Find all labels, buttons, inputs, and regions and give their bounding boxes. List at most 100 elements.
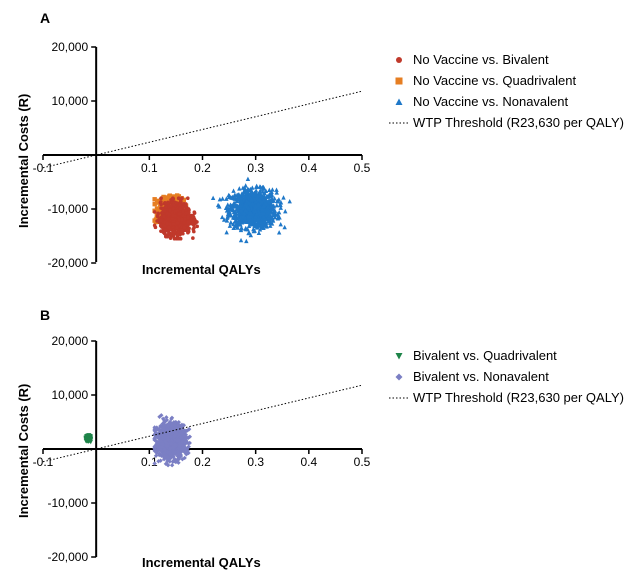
panel-a-point-no-vaccine-vs-quadrivalent (153, 217, 159, 222)
panel-a-point-no-vaccine-vs-nonavalent (253, 213, 258, 219)
panel-a-point-no-vaccine-vs-nonavalent (265, 219, 271, 224)
panel-b-point-bivalent-vs-nonavalent (180, 439, 185, 444)
panel-b-point-bivalent-vs-nonavalent (180, 424, 185, 429)
panel-a-point-no-vaccine-vs-bivalent (153, 225, 158, 230)
panel-a-point-no-vaccine-vs-nonavalent (249, 197, 254, 202)
panel-a-point-no-vaccine-vs-nonavalent (263, 200, 269, 206)
panel-a-point-no-vaccine-vs-bivalent (162, 214, 166, 219)
panel-a-point-no-vaccine-vs-nonavalent (246, 200, 251, 205)
panel-a-point-no-vaccine-vs-nonavalent (259, 193, 264, 198)
panel-b-point-bivalent-vs-nonavalent (162, 430, 168, 435)
panel-a-point-no-vaccine-vs-nonavalent (274, 190, 279, 195)
panel-a-point-no-vaccine-vs-nonavalent (267, 187, 272, 192)
panel-b-xtick-label: 0.2 (194, 455, 211, 469)
panel-a-point-no-vaccine-vs-nonavalent (256, 201, 261, 207)
panel-b-xlabel: Incremental QALYs (142, 555, 261, 570)
panel-b-point-bivalent-vs-nonavalent (182, 433, 187, 438)
panel-a-xlabel: Incremental QALYs (142, 262, 261, 277)
panel-a-point-no-vaccine-vs-nonavalent (270, 218, 275, 223)
panel-a-legend-marker-dotted-line (385, 118, 413, 128)
panel-b-letter: B (40, 307, 51, 323)
panel-a-point-no-vaccine-vs-nonavalent (254, 222, 260, 227)
panel-b-point-bivalent-vs-nonavalent (167, 459, 172, 464)
panel-b-point-bivalent-vs-nonavalent (169, 415, 175, 420)
panel-a-point-no-vaccine-vs-nonavalent (238, 217, 244, 222)
panel-a-point-no-vaccine-vs-nonavalent (268, 207, 273, 212)
panel-b-point-bivalent-vs-nonavalent (176, 460, 181, 465)
panel-b-point-bivalent-vs-nonavalent (180, 447, 186, 452)
panel-a-point-no-vaccine-vs-bivalent (174, 201, 179, 205)
panel-a-ytick-label: 10,000 (51, 94, 88, 108)
panel-b-point-bivalent-vs-nonavalent (152, 461, 157, 466)
panel-b-xtick-label: 0.1 (141, 455, 158, 469)
panel-a-point-no-vaccine-vs-bivalent (155, 219, 159, 223)
panel-a-point-no-vaccine-vs-nonavalent (228, 213, 234, 218)
panel-a-legend: No Vaccine vs. Bivalent No Vaccine vs. Qu… (385, 49, 624, 133)
panel-a-point-no-vaccine-vs-bivalent (168, 204, 173, 208)
panel-a-legend-label: No Vaccine vs. Bivalent (413, 52, 549, 67)
panel-a-point-no-vaccine-vs-nonavalent (273, 212, 278, 217)
panel-b-xtick-label: 0.3 (247, 455, 264, 469)
panel-b-point-bivalent-vs-nonavalent (165, 435, 171, 441)
panel-a-point-no-vaccine-vs-nonavalent (237, 211, 242, 216)
panel-b-point-bivalent-vs-nonavalent (162, 447, 167, 452)
panel-a-point-no-vaccine-vs-nonavalent (246, 205, 251, 210)
panel-a-wtp-line (42, 90, 363, 169)
panel-a-point-no-vaccine-vs-nonavalent (221, 217, 227, 222)
panel-a-point-no-vaccine-vs-bivalent (166, 217, 171, 221)
panel-b-point-bivalent-vs-nonavalent (170, 448, 175, 453)
panel-b-legend-marker-dotted-line (385, 393, 413, 403)
panel-a-point-no-vaccine-vs-nonavalent (254, 225, 260, 230)
panel-b-point-bivalent-vs-nonavalent (164, 415, 169, 420)
panel-a-point-no-vaccine-vs-nonavalent (243, 202, 248, 207)
panel-a-point-no-vaccine-vs-nonavalent (248, 210, 253, 216)
panel-b-point-bivalent-vs-nonavalent (169, 438, 174, 443)
panel-a-point-no-vaccine-vs-nonavalent (244, 238, 249, 244)
panel-a-point-no-vaccine-vs-nonavalent (281, 195, 286, 200)
panel-a-point-no-vaccine-vs-nonavalent (220, 214, 225, 220)
panel-a-point-no-vaccine-vs-bivalent (171, 203, 176, 207)
panel-a-point-no-vaccine-vs-bivalent (191, 227, 196, 232)
panel-a-point-no-vaccine-vs-nonavalent (246, 213, 251, 219)
panel-a-xtick-label: 0.3 (247, 161, 264, 175)
panel-b-point-bivalent-vs-nonavalent (186, 441, 191, 446)
panel-b-point-bivalent-vs-nonavalent (172, 433, 177, 438)
panel-a-point-no-vaccine-vs-bivalent (166, 200, 170, 205)
panel-a-point-no-vaccine-vs-bivalent (172, 230, 176, 234)
panel-a-point-no-vaccine-vs-nonavalent (253, 203, 259, 208)
panel-a-point-no-vaccine-vs-bivalent (159, 200, 163, 204)
panel-a-xtick-label: 0.2 (194, 161, 211, 175)
panel-a-point-no-vaccine-vs-bivalent (180, 217, 184, 222)
panel-a-point-no-vaccine-vs-nonavalent (275, 216, 281, 221)
panel-a-point-no-vaccine-vs-nonavalent (252, 192, 257, 197)
panel-b-point-bivalent-vs-nonavalent (172, 449, 177, 455)
panel-a-point-no-vaccine-vs-nonavalent (242, 186, 248, 191)
panel-b-point-bivalent-vs-nonavalent (161, 422, 166, 427)
panel-a-point-no-vaccine-vs-nonavalent (278, 221, 283, 227)
panel-b-point-bivalent-vs-nonavalent (175, 438, 180, 444)
panel-a-point-no-vaccine-vs-nonavalent (257, 189, 262, 195)
panel-a-legend-label: No Vaccine vs. Nonavalent (413, 94, 569, 109)
panel-a-point-no-vaccine-vs-bivalent (171, 213, 176, 218)
panel-b-point-bivalent-vs-nonavalent (170, 426, 175, 431)
panel-a-point-no-vaccine-vs-bivalent (192, 218, 196, 222)
panel-a-point-no-vaccine-vs-nonavalent (269, 201, 274, 207)
panel-a-point-no-vaccine-vs-bivalent (159, 196, 163, 200)
panel-a-point-no-vaccine-vs-nonavalent (248, 220, 253, 225)
panel-a-point-no-vaccine-vs-nonavalent (228, 195, 234, 200)
panel-a-letter: A (40, 10, 51, 26)
panel-b-point-bivalent-vs-nonavalent (165, 458, 170, 464)
panel-b-legend-item: WTP Threshold (R23,630 per QALY) (385, 387, 624, 408)
panel-a-point-no-vaccine-vs-bivalent (163, 234, 168, 239)
panel-a-point-no-vaccine-vs-nonavalent (270, 187, 275, 192)
panel-a-point-no-vaccine-vs-nonavalent (252, 205, 258, 211)
panel-a-point-no-vaccine-vs-nonavalent (254, 183, 259, 189)
panel-a-point-no-vaccine-vs-quadrivalent (152, 201, 157, 207)
panel-b-point-bivalent-vs-nonavalent (181, 423, 187, 428)
panel-b-point-bivalent-vs-nonavalent (171, 458, 176, 463)
panel-a-point-no-vaccine-vs-bivalent (182, 225, 187, 230)
panel-a-legend-label: WTP Threshold (R23,630 per QALY) (413, 115, 624, 130)
panel-a-point-no-vaccine-vs-nonavalent (230, 205, 235, 211)
panel-b-point-bivalent-vs-nonavalent (182, 429, 187, 435)
panel-a-point-no-vaccine-vs-bivalent (195, 224, 199, 229)
